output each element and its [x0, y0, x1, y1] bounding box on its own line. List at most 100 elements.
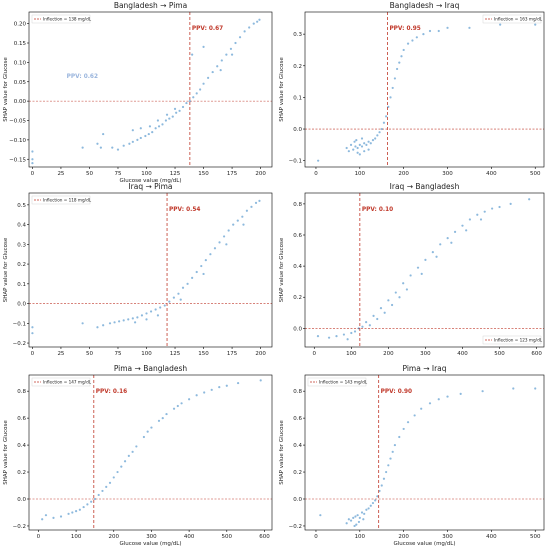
scatter-point: [435, 255, 438, 258]
scatter-point: [437, 398, 440, 401]
y-tick-label: 0.10: [14, 60, 27, 66]
scatter-point: [154, 127, 157, 130]
y-tick-label: 0.3: [17, 242, 26, 248]
scatter-point: [229, 47, 233, 50]
y-tick-label: −0.1: [289, 159, 302, 165]
scatter-point: [164, 119, 168, 122]
x-tick-label: 100: [141, 351, 152, 357]
scatter-point: [31, 158, 34, 161]
scatter-point: [371, 139, 375, 142]
y-tick-label: −0.2: [13, 341, 26, 347]
scatter-point: [259, 379, 262, 382]
scatter-point: [431, 251, 434, 254]
x-tick-label: 0: [314, 171, 318, 177]
x-tick-label: 25: [57, 351, 64, 357]
x-tick-label: 50: [86, 171, 93, 177]
scatter-point: [254, 201, 258, 204]
scatter-point: [393, 77, 396, 80]
scatter-point: [356, 514, 359, 517]
scatter-point: [335, 335, 338, 338]
scatter-point: [345, 522, 348, 525]
scatter-point: [210, 388, 213, 391]
scatter-point: [131, 140, 134, 143]
y-tick-label: 0.4: [17, 223, 26, 229]
y-tick-label: 0.0: [293, 326, 302, 332]
y-tick-label: 0.15: [14, 41, 27, 47]
scatter-point: [362, 518, 365, 521]
scatter-point: [112, 476, 115, 479]
scatter-point: [534, 387, 537, 390]
scatter-point: [411, 39, 414, 42]
scatter-point: [374, 137, 377, 140]
y-tick-label: −0.10: [9, 138, 26, 144]
scatter-point: [389, 457, 392, 460]
legend: Inflection = 118 mg/dL: [31, 195, 92, 205]
scatter-point: [151, 131, 154, 134]
scatter-point: [161, 123, 164, 126]
scatter-point: [369, 142, 372, 145]
x-tick-label: 300: [442, 171, 453, 177]
scatter-point: [439, 243, 442, 246]
scatter-points: [317, 23, 537, 162]
panel-2: Bangladesh → Iraq PPV: 0.95 0 100 200 300 400 5…: [279, 1, 545, 177]
x-tick-label: 150: [198, 171, 209, 177]
x-tick-label: 0: [31, 351, 35, 357]
legend-text: Inflection = 118 mg/dL: [43, 198, 92, 203]
scatter-point: [402, 282, 405, 285]
legend-box: [31, 14, 91, 24]
y-tick-label: 0.05: [14, 80, 27, 86]
legend-text: Inflection = 123 mg/dL: [494, 338, 543, 343]
scatter-point: [481, 390, 484, 393]
y-tick-label: 0.6: [293, 416, 302, 422]
scatter-point: [355, 139, 358, 142]
scatter-point: [437, 29, 440, 33]
scatter-point: [349, 143, 353, 146]
scatter-point: [154, 308, 157, 311]
scatter-point: [361, 325, 364, 328]
scatter-point: [446, 26, 449, 29]
scatter-point: [157, 125, 161, 128]
scatter-point: [116, 470, 119, 474]
scatter-point: [163, 304, 166, 307]
x-tick-label: 600: [259, 534, 270, 540]
scatter-point: [376, 495, 379, 498]
x-tick-label: 175: [227, 171, 238, 177]
y-tick-label: 0.3: [293, 32, 302, 38]
scatter-point: [394, 291, 397, 294]
scatter-point: [365, 508, 368, 511]
scatter-point: [220, 59, 223, 62]
scatter-point: [44, 514, 48, 517]
scatter-point: [31, 326, 34, 329]
scatter-point: [420, 407, 423, 410]
scatter-point: [177, 292, 180, 295]
y-tick-label: 0.8: [293, 389, 302, 395]
scatter-point: [133, 321, 137, 324]
x-tick-label: 200: [398, 534, 409, 540]
scatter-point: [131, 450, 134, 453]
scatter-point: [465, 229, 468, 232]
scatter-point: [31, 162, 34, 165]
scatter-point: [101, 489, 104, 493]
scatter-point: [358, 516, 361, 519]
scatter-point: [52, 516, 55, 519]
scatter-point: [118, 320, 121, 323]
y-tick-label: 0.0: [293, 497, 302, 503]
legend-box: [31, 377, 91, 387]
y-tick-label: 0.2: [293, 470, 302, 476]
scatter-point: [376, 317, 379, 321]
scatter-point: [389, 96, 392, 99]
scatter-point: [225, 53, 228, 56]
scatter-point: [446, 237, 449, 240]
scatter-point: [150, 426, 153, 429]
scatter-point: [256, 20, 259, 23]
scatter-point: [225, 384, 228, 387]
scatter-point: [146, 430, 149, 433]
scatter-point: [243, 30, 246, 33]
x-tick-label: 600: [531, 351, 542, 357]
plot-frame: [28, 374, 273, 531]
scatter-point: [316, 335, 320, 338]
scatter-point: [258, 199, 261, 202]
ppv-label: PPV: 0.90: [381, 389, 412, 395]
panel-1: Bangladesh → Pima PPV: 0.67 PPV: 0.62 0 25 50…: [3, 1, 273, 184]
